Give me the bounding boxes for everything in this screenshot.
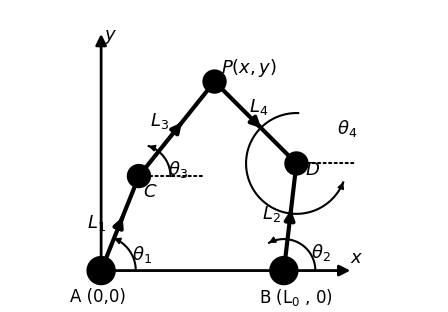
Circle shape — [204, 71, 224, 92]
Text: $\theta_4$: $\theta_4$ — [337, 118, 357, 139]
Circle shape — [129, 166, 149, 186]
Text: $C$: $C$ — [143, 183, 158, 201]
Circle shape — [271, 258, 297, 283]
Text: $\theta_3$: $\theta_3$ — [168, 159, 188, 180]
Text: $D$: $D$ — [305, 161, 320, 179]
Text: $x$: $x$ — [350, 249, 363, 267]
Text: $y$: $y$ — [104, 28, 117, 46]
Text: B (L$_0$ , 0): B (L$_0$ , 0) — [259, 286, 333, 308]
Text: $L_2$: $L_2$ — [262, 204, 280, 224]
Text: $L_1$: $L_1$ — [86, 213, 106, 233]
Text: $L_3$: $L_3$ — [150, 111, 168, 131]
Circle shape — [286, 154, 306, 173]
Text: $\theta_1$: $\theta_1$ — [132, 244, 152, 265]
Text: $P(x, y)$: $P(x, y)$ — [221, 57, 277, 79]
Circle shape — [89, 258, 114, 283]
Text: $\theta_2$: $\theta_2$ — [310, 242, 330, 263]
Text: A (0,0): A (0,0) — [70, 288, 126, 306]
Text: $L_4$: $L_4$ — [249, 97, 268, 117]
